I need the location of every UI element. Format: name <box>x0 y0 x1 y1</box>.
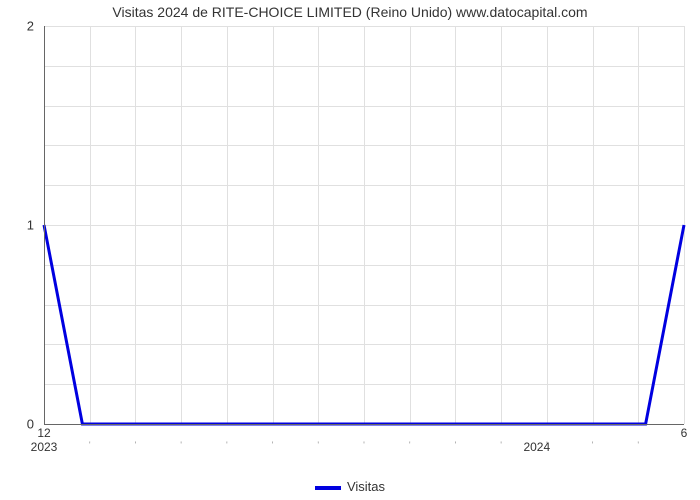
x-minor-tick: ' <box>363 440 365 450</box>
grid-line-vertical <box>684 26 685 424</box>
x-minor-tick: ' <box>500 440 502 450</box>
plot-area <box>44 26 684 424</box>
x-minor-tick: ' <box>89 440 91 450</box>
series-line <box>44 225 684 424</box>
x-minor-tick: ' <box>180 440 182 450</box>
x-tick-label: 2023 <box>31 440 58 454</box>
x-minor-tick: ' <box>135 440 137 450</box>
x-minor-tick: ' <box>409 440 411 450</box>
x-minor-tick: ' <box>592 440 594 450</box>
legend-label: Visitas <box>347 479 385 494</box>
y-tick-label: 0 <box>0 417 34 432</box>
y-tick-label: 1 <box>0 218 34 233</box>
x-minor-tick: ' <box>317 440 319 450</box>
legend-swatch <box>315 486 341 490</box>
x-tick-label: 2024 <box>523 440 550 454</box>
legend: Visitas <box>0 479 700 494</box>
x-minor-tick: ' <box>455 440 457 450</box>
chart-title: Visitas 2024 de RITE-CHOICE LIMITED (Rei… <box>0 4 700 20</box>
x-minor-tick: ' <box>637 440 639 450</box>
data-series <box>44 26 684 424</box>
x-minor-tick: ' <box>226 440 228 450</box>
y-axis-line <box>44 26 45 424</box>
chart-container: Visitas 2024 de RITE-CHOICE LIMITED (Rei… <box>0 0 700 500</box>
y-tick-label: 2 <box>0 19 34 34</box>
x-tick-sublabel: 6 <box>681 426 688 440</box>
x-axis-line <box>44 424 684 425</box>
x-minor-tick: ' <box>272 440 274 450</box>
x-tick-sublabel: 12 <box>37 426 50 440</box>
